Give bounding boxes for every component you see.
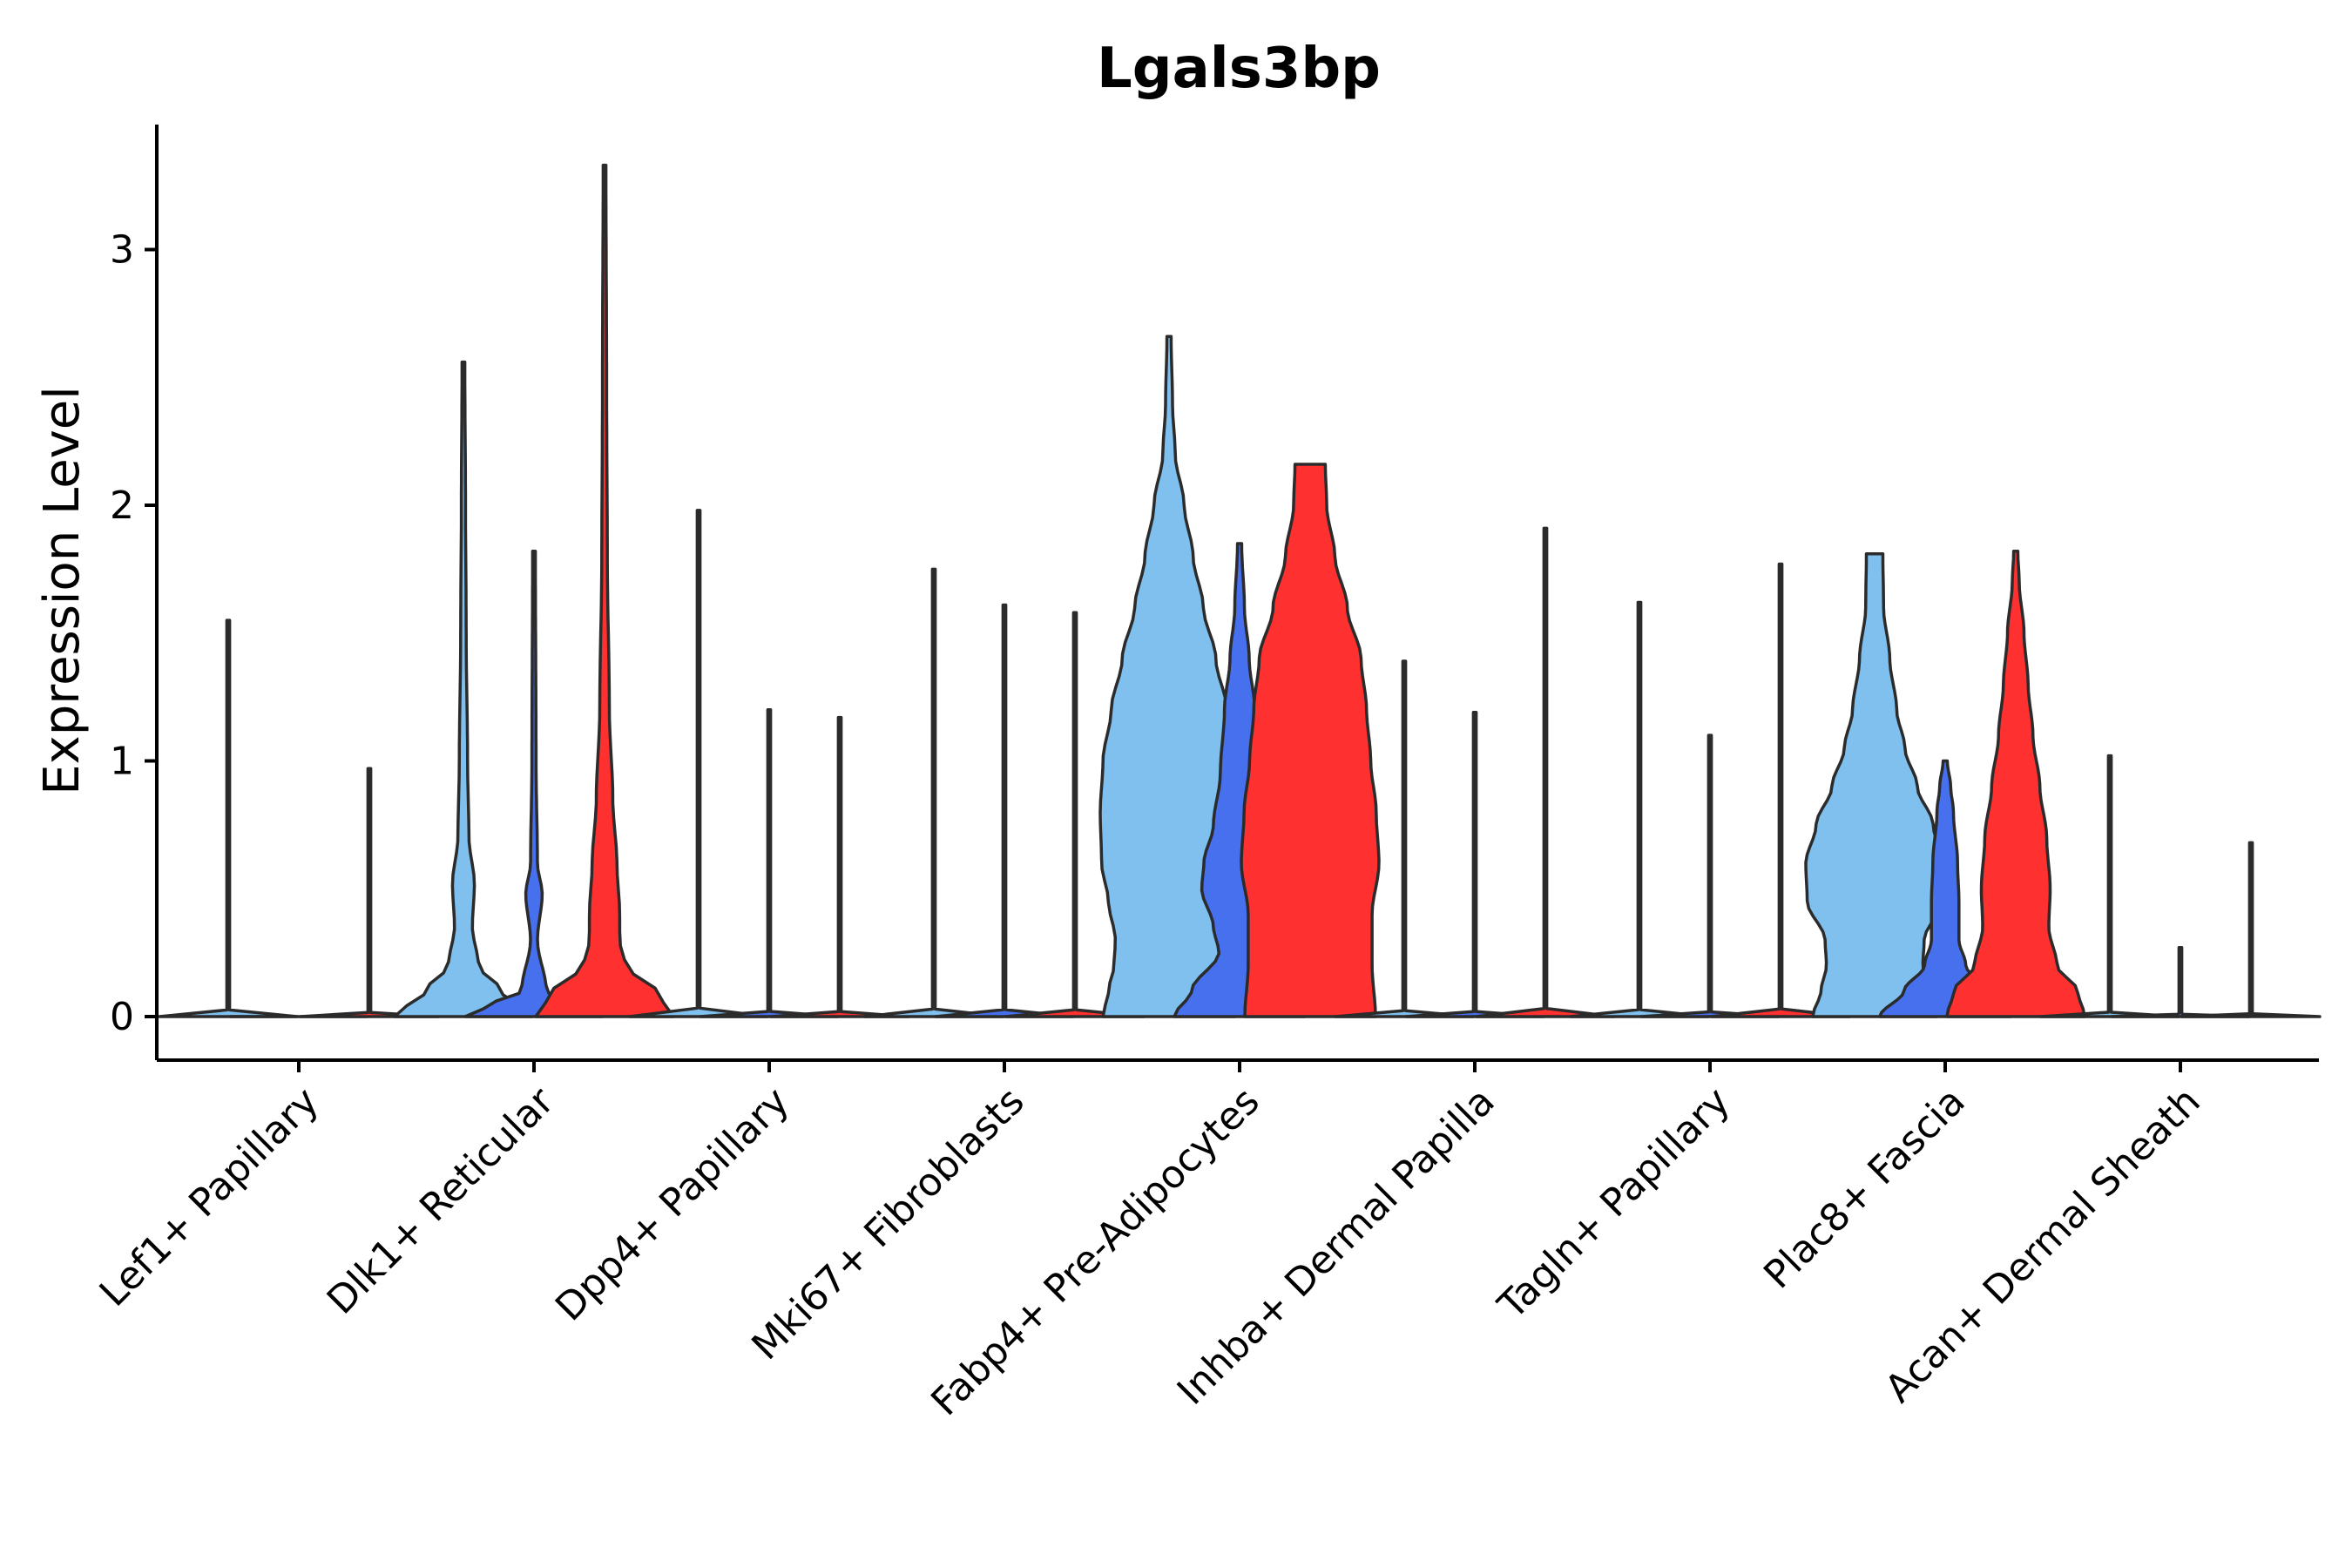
violin-group [393,163,675,1018]
violin-group [1804,550,2086,1018]
x-tick-label: Dpp4+ Papillary [547,1079,798,1330]
y-tick-label: 0 [110,995,134,1039]
x-tick-label: Lef1+ Papillary [91,1079,328,1315]
violin [863,567,1004,1018]
violin-group [1098,335,1381,1018]
violin [1878,759,2012,1018]
y-tick-label: 2 [110,483,134,528]
violin-group [863,567,1146,1018]
violin [1804,552,1945,1018]
violin [534,163,675,1018]
violin [158,618,299,1018]
violin [1334,659,1475,1018]
violin-group [1334,526,1616,1018]
violin [1004,611,1146,1018]
violin [934,603,1075,1018]
violin [1710,562,1851,1018]
violin [699,708,840,1018]
x-tick-label: Plac8+ Fascia [1755,1079,1974,1298]
y-tick-label: 3 [110,228,134,273]
violin [1475,526,1616,1018]
violin [463,550,605,1018]
violin-group [1569,562,1851,1018]
violin [1240,463,1381,1018]
violin [2180,841,2322,1018]
y-tick-label: 1 [110,740,134,784]
chart-title: Lgals3bp [1097,37,1381,101]
violin [1639,733,1781,1018]
violin [769,715,910,1018]
violin-group [158,618,440,1018]
violin-layer [158,163,2322,1018]
violin [393,360,534,1018]
violin [299,767,440,1018]
violin [2039,754,2180,1018]
violin-group [628,509,910,1018]
violin [1098,335,1240,1018]
violin [1404,710,1545,1018]
y-axis-ticks: 0 1 2 3 [110,228,157,1039]
violin [628,509,769,1018]
violin [2110,946,2251,1018]
y-axis-label: Expression Level [34,386,91,795]
violin [1945,550,2086,1018]
violin [1569,600,1710,1018]
x-tick-label: Dlk1+ Reticular [319,1078,564,1323]
x-tick-label: Tagln+ Papillary [1490,1079,1739,1328]
plot-area [158,163,2322,1018]
violin-group [2039,754,2322,1018]
